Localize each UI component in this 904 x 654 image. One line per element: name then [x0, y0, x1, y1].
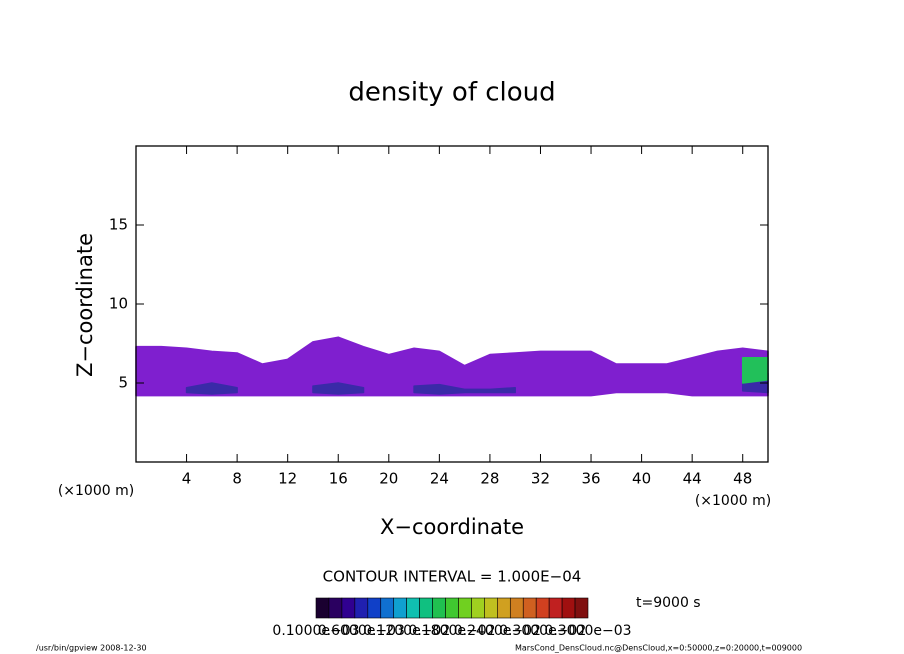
- colorbar-cell: [354, 597, 369, 619]
- colorbar-cell: [458, 597, 472, 619]
- x-tick-label: 4: [182, 470, 192, 488]
- x-tick-label: 20: [379, 470, 398, 488]
- x-unit: (×1000 m): [695, 493, 771, 509]
- x-tick-label: 32: [531, 470, 550, 488]
- colorbar-cell: [471, 597, 485, 619]
- x-tick-label: 8: [232, 470, 242, 488]
- colorbar-cell: [535, 597, 550, 619]
- colorbar-cell: [561, 597, 576, 619]
- x-axis-label: X−coordinate: [380, 515, 524, 539]
- colorbar-label: 0.3000e−02: [499, 623, 586, 639]
- colorbar-label: 0.6000e−03: [318, 623, 405, 639]
- colorbar-cell: [393, 597, 407, 619]
- colorbar-label: 0.1000e−03: [272, 623, 359, 639]
- colorbar-label: 0.1200e−02: [363, 623, 450, 639]
- colorbar-cell: [341, 597, 356, 619]
- chart-title: density of cloud: [348, 78, 555, 108]
- colorbar-cell: [432, 597, 446, 619]
- colorbar-cell: [367, 597, 382, 619]
- colorbar-cell: [328, 597, 343, 619]
- colorbar-cell: [315, 597, 330, 619]
- plot-frame: [135, 145, 769, 463]
- colorbar-cell: [522, 597, 537, 619]
- x-tick-label: 28: [480, 470, 499, 488]
- y-axis-label: Z−coordinate: [73, 233, 97, 377]
- x-tick-label: 40: [632, 470, 651, 488]
- x-tick-label: 16: [329, 470, 348, 488]
- x-tick-label: 24: [430, 470, 449, 488]
- time-label: t=9000 s: [636, 595, 701, 611]
- colorbar-cell: [548, 597, 563, 619]
- x-tick-label: 36: [581, 470, 600, 488]
- colorbar-label: 0.3000e−03: [544, 623, 631, 639]
- x-tick-label: 44: [683, 470, 702, 488]
- colorbar-cell: [406, 597, 420, 619]
- y-tick-label: 5: [118, 374, 128, 392]
- y-tick-label: 10: [109, 295, 128, 313]
- y-tick-label: 15: [109, 216, 128, 234]
- colorbar-cell: [484, 597, 498, 619]
- colorbar-cell: [419, 597, 433, 619]
- contour-region: [741, 356, 769, 384]
- footer-left: /usr/bin/gpview 2008-12-30: [36, 644, 147, 653]
- y-unit: (×1000 m): [58, 483, 134, 499]
- colorbar-cell: [574, 597, 589, 619]
- colorbar-cell: [497, 597, 511, 619]
- contour-region: [185, 372, 769, 395]
- contour-interval: CONTOUR INTERVAL = 1.000E−04: [323, 568, 582, 586]
- footer-right: MarsCond_DensCloud.nc@DensCloud,x=0:5000…: [515, 644, 802, 653]
- colorbar-label: 0.1800e−02: [408, 623, 495, 639]
- x-tick-label: 12: [278, 470, 297, 488]
- x-tick-label: 48: [733, 470, 752, 488]
- colorbar-cell: [380, 597, 395, 619]
- colorbar-label: 0.2400e−02: [454, 623, 541, 639]
- colorbar-cell: [509, 597, 524, 619]
- colorbar-cell: [445, 597, 459, 619]
